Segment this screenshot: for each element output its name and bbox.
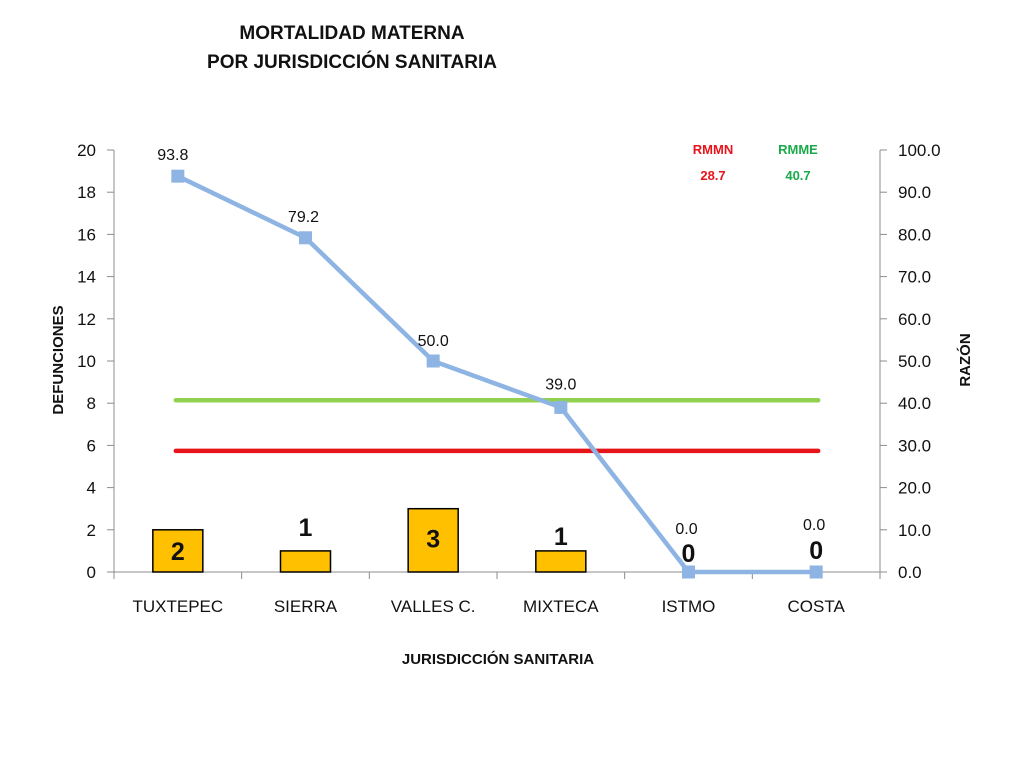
y-axis-left-title: DEFUNCIONES bbox=[50, 305, 67, 414]
y-right-tick-label: 0.0 bbox=[898, 563, 922, 582]
y-left-tick-label: 0 bbox=[87, 563, 96, 582]
line-path bbox=[176, 174, 817, 575]
reference-name-rmmn: RMMN bbox=[693, 142, 733, 157]
chart-title-line2: POR JURISDICCIÓN SANITARIA bbox=[207, 51, 497, 73]
reference-lines: RMMN 28.7 RMME 40.7 bbox=[173, 142, 821, 454]
y-left-tick-label: 20 bbox=[77, 141, 96, 160]
y-left-tick-label: 4 bbox=[87, 479, 96, 498]
x-tick-label: TUXTEPEC bbox=[132, 597, 223, 616]
y-left-tick-label: 8 bbox=[87, 394, 96, 413]
bar-series bbox=[152, 507, 587, 573]
chart-title-line1: MORTALIDAD MATERNA bbox=[239, 23, 464, 44]
bar-data-label: 0 bbox=[682, 540, 696, 568]
y-right-tick-label: 40.0 bbox=[898, 394, 931, 413]
y-right-tick-label: 30.0 bbox=[898, 436, 931, 455]
bar-data-label: 3 bbox=[426, 526, 440, 554]
bar bbox=[407, 507, 459, 573]
y-right-tick-label: 20.0 bbox=[898, 479, 931, 498]
y-right-tick-label: 10.0 bbox=[898, 521, 931, 540]
bar bbox=[152, 529, 204, 573]
y-right-tick-label: 70.0 bbox=[898, 268, 931, 287]
y-right-tick-label: 100.0 bbox=[898, 141, 941, 160]
y-left-tick-label: 18 bbox=[77, 183, 96, 202]
x-tick-label: MIXTECA bbox=[523, 597, 599, 616]
line-marker bbox=[554, 400, 568, 414]
y-right-tick-label: 50.0 bbox=[898, 352, 931, 371]
data-labels: 2 1 3 1 0 0 93.8 79.2 50.0 39.0 0.0 0.0 bbox=[157, 147, 825, 568]
line-series bbox=[171, 169, 823, 579]
x-tick-label: COSTA bbox=[788, 597, 846, 616]
x-tick-label: VALLES C. bbox=[391, 597, 476, 616]
bar-data-label: 1 bbox=[299, 514, 313, 542]
y-left-tick-label: 10 bbox=[77, 352, 96, 371]
axes: 024681012141618200.010.020.030.040.050.0… bbox=[77, 141, 940, 616]
line-marker bbox=[171, 169, 185, 183]
y-left-tick-label: 14 bbox=[77, 268, 96, 287]
line-data-label: 0.0 bbox=[803, 517, 825, 534]
y-left-tick-label: 6 bbox=[87, 436, 96, 455]
x-tick-label: SIERRA bbox=[274, 597, 338, 616]
x-axis-title: JURISDICCIÓN SANITARIA bbox=[402, 650, 594, 668]
reference-value-rmmn: 28.7 bbox=[700, 168, 725, 183]
line-data-label: 50.0 bbox=[418, 333, 449, 350]
reference-value-rmme: 40.7 bbox=[785, 168, 810, 183]
x-tick-label: ISTMO bbox=[662, 597, 716, 616]
bar bbox=[535, 550, 587, 573]
y-left-tick-label: 12 bbox=[77, 310, 96, 329]
bar-data-label: 2 bbox=[171, 538, 185, 566]
line-marker bbox=[809, 565, 823, 579]
bar-data-label: 0 bbox=[809, 537, 823, 565]
y-left-tick-label: 16 bbox=[77, 225, 96, 244]
line-data-label: 39.0 bbox=[545, 376, 576, 393]
bar bbox=[279, 550, 332, 573]
y-right-tick-label: 80.0 bbox=[898, 225, 931, 244]
y-right-tick-label: 60.0 bbox=[898, 310, 931, 329]
line-marker bbox=[682, 565, 695, 579]
line-marker bbox=[426, 354, 440, 368]
line-data-label: 0.0 bbox=[675, 521, 697, 538]
y-axis-right-title: RAZÓN bbox=[956, 333, 974, 386]
line-data-label: 79.2 bbox=[288, 209, 319, 226]
line-data-label: 93.8 bbox=[157, 147, 188, 164]
y-right-tick-label: 90.0 bbox=[898, 183, 931, 202]
reference-name-rmme: RMME bbox=[778, 142, 818, 157]
bar-data-label: 1 bbox=[554, 523, 568, 551]
line-marker bbox=[299, 231, 312, 245]
y-left-tick-label: 2 bbox=[87, 521, 96, 540]
